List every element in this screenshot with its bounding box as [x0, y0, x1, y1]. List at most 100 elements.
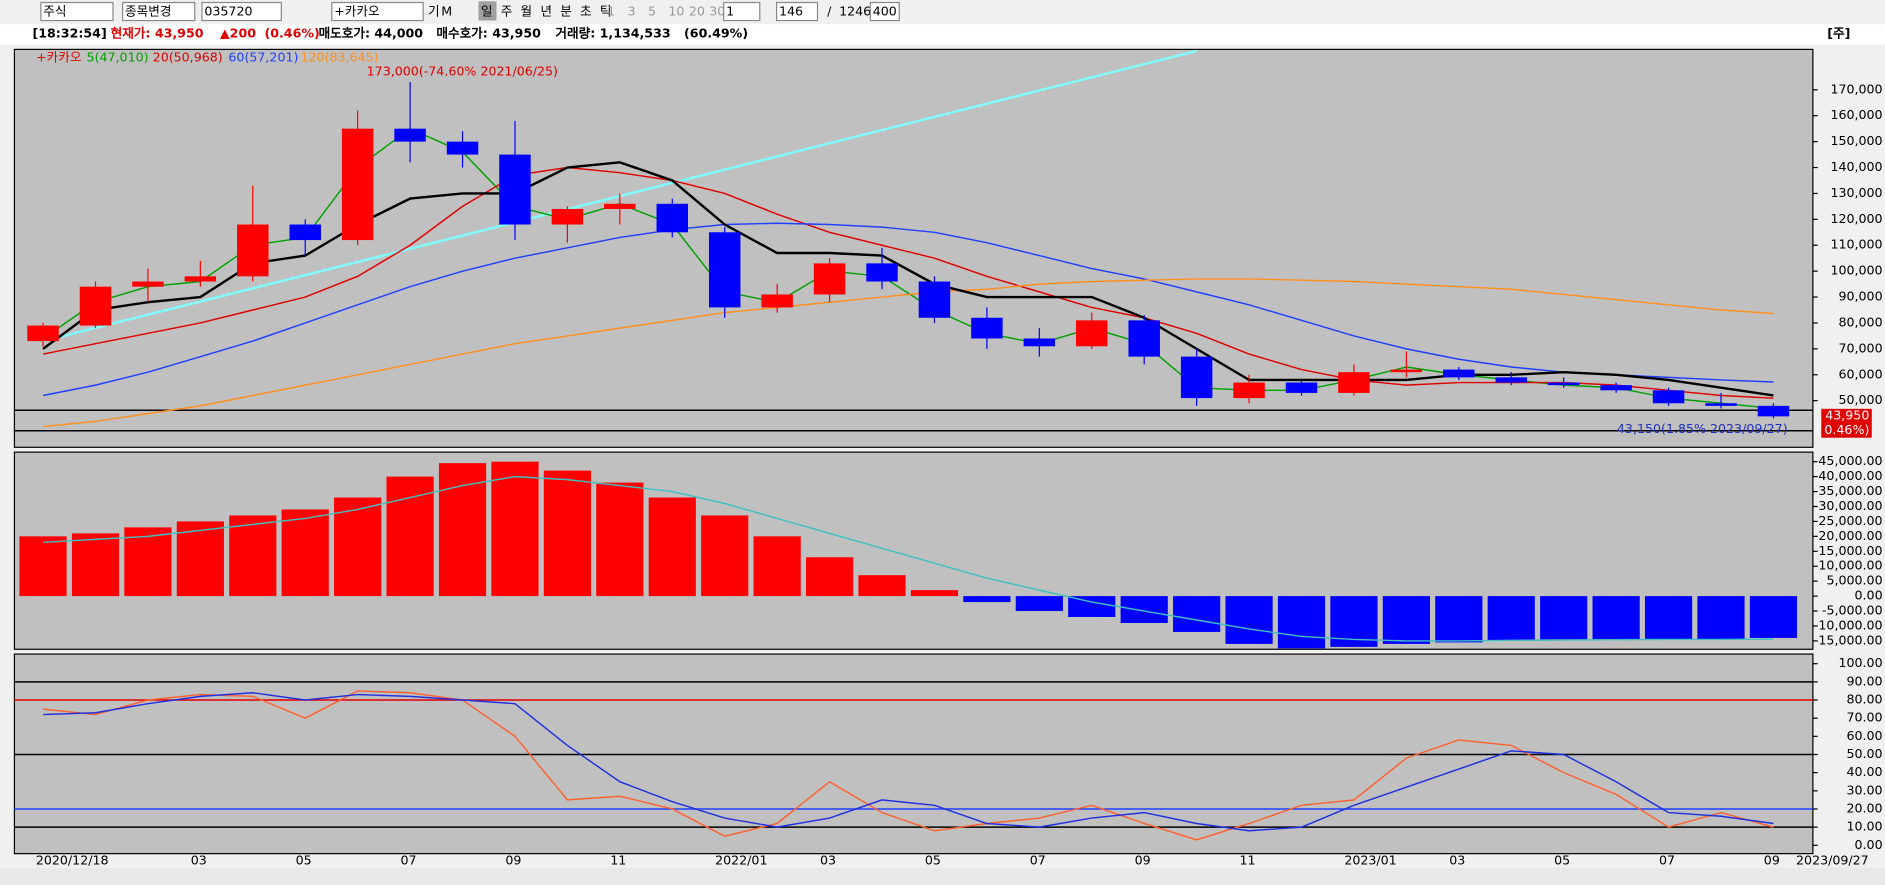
- period-button[interactable]: 분: [560, 4, 572, 19]
- name-input[interactable]: +카카오: [334, 4, 379, 19]
- osc-bar: [71, 533, 120, 597]
- candle-body: [1757, 405, 1790, 417]
- osc-bar: [1540, 596, 1588, 640]
- x-tick-label: 07: [400, 852, 416, 867]
- name-input-box[interactable]: [331, 1, 424, 22]
- period-button[interactable]: 년: [540, 4, 552, 19]
- interval-button[interactable]: 3: [628, 4, 636, 19]
- y-tick-label: -10,000.00: [1814, 617, 1883, 632]
- osc-bar: [1068, 596, 1116, 618]
- tool-button[interactable]: 기: [428, 4, 440, 19]
- y-tick-label: 170,000: [1830, 81, 1882, 96]
- interval-button[interactable]: 30: [709, 4, 725, 19]
- info-right: [주]: [1827, 25, 1850, 40]
- x-tick-label: 05: [296, 852, 312, 867]
- x-tick-label: 09: [505, 852, 521, 867]
- period-button[interactable]: 틱: [600, 4, 612, 19]
- candle-body: [1495, 377, 1527, 383]
- period-button[interactable]: 초: [580, 4, 592, 19]
- code-input[interactable]: 035720: [204, 4, 252, 19]
- change-button-box[interactable]: [122, 1, 196, 22]
- y-tick-label: 70,000: [1838, 340, 1882, 355]
- osc-bar: [1225, 596, 1273, 644]
- y-tick-label: 130,000: [1830, 185, 1882, 200]
- series-line: [43, 692, 1774, 832]
- osc-bar: [1697, 596, 1745, 640]
- osc-bar: [963, 596, 1011, 603]
- separator: /: [827, 4, 832, 19]
- candle-body: [708, 232, 741, 308]
- y-tick-label: 100,000: [1830, 263, 1882, 278]
- osc-bar: [1173, 596, 1221, 632]
- count-input[interactable]: 146: [779, 4, 803, 19]
- info-item: ▲200: [220, 25, 256, 40]
- osc-bar: [910, 590, 959, 597]
- legend-entry: 120(83,645): [301, 49, 379, 64]
- series-line: [42, 166, 1774, 399]
- count-input-box[interactable]: [775, 1, 819, 22]
- info-item: (60.49%): [684, 25, 748, 40]
- osc-bar: [1120, 596, 1168, 623]
- interval-button[interactable]: 10: [668, 4, 684, 19]
- candle-body: [1233, 382, 1265, 399]
- series-line: [43, 475, 1774, 642]
- candle-body: [604, 203, 636, 209]
- candle-body: [866, 263, 898, 282]
- candle-body: [341, 128, 374, 241]
- zoom-input-box[interactable]: [869, 1, 900, 22]
- info-item: 매수호가: 43,950: [436, 25, 541, 40]
- y-tick-label: 60.00: [1846, 728, 1882, 743]
- tool-button[interactable]: M: [441, 4, 452, 19]
- legend-entry: 20(50,968): [153, 49, 223, 64]
- candle-body: [551, 208, 584, 225]
- candle-body: [1076, 320, 1108, 347]
- candle-body: [1180, 356, 1213, 399]
- annotation: 173,000(-74.60% 2021/06/25): [367, 64, 558, 79]
- interval-button[interactable]: 5: [648, 4, 656, 19]
- candle-body: [446, 141, 479, 155]
- y-tick-label: 90.00: [1846, 673, 1882, 688]
- zoom-input[interactable]: 400: [873, 4, 897, 19]
- series-line: [42, 222, 1774, 397]
- y-tick-label: 70.00: [1846, 710, 1882, 725]
- y-tick-label: 150,000: [1830, 133, 1882, 148]
- candle-body: [289, 224, 321, 241]
- code-input-box[interactable]: [201, 1, 282, 22]
- y-tick-label: -15,000.00: [1814, 632, 1883, 647]
- series-line: [42, 127, 1774, 410]
- legend-title: +카카오: [36, 49, 81, 64]
- y-tick-label: 20.00: [1846, 800, 1882, 815]
- interval-select-box[interactable]: [723, 1, 761, 22]
- candle-body: [1600, 385, 1632, 391]
- last-price: 43,950: [1825, 408, 1869, 423]
- scrollbar[interactable]: [0, 868, 1885, 885]
- x-tick-label: 05: [1554, 852, 1570, 867]
- y-tick-label: 10,000.00: [1818, 558, 1882, 573]
- y-tick-label: -5,000.00: [1822, 603, 1883, 618]
- candle-body: [1128, 320, 1160, 357]
- period-button[interactable]: 월: [521, 4, 533, 19]
- market-box[interactable]: [40, 1, 114, 22]
- osc-bar: [805, 557, 854, 597]
- period-button[interactable]: 일: [481, 4, 493, 19]
- osc-bar: [753, 536, 801, 597]
- candle-body: [237, 224, 269, 277]
- info-item: (0.46%): [264, 25, 319, 40]
- interval-select[interactable]: 1: [726, 4, 734, 19]
- osc-bar: [1644, 596, 1693, 640]
- period-button[interactable]: 주: [501, 4, 513, 19]
- osc-bar: [124, 527, 172, 597]
- candle-body: [1338, 372, 1370, 393]
- y-tick-label: 5,000.00: [1826, 573, 1882, 588]
- interval-button[interactable]: 20: [689, 4, 705, 19]
- total: 1246: [839, 4, 871, 19]
- osc-bar: [386, 476, 434, 597]
- x-tick-label: 03: [191, 852, 207, 867]
- y-tick-label: 40,000.00: [1818, 468, 1882, 483]
- market[interactable]: 주식: [43, 4, 66, 19]
- candle-body: [1705, 403, 1737, 406]
- osc-bar: [176, 521, 224, 597]
- interval-button[interactable]: 1: [607, 4, 615, 19]
- change-button[interactable]: 종목변경: [125, 4, 171, 19]
